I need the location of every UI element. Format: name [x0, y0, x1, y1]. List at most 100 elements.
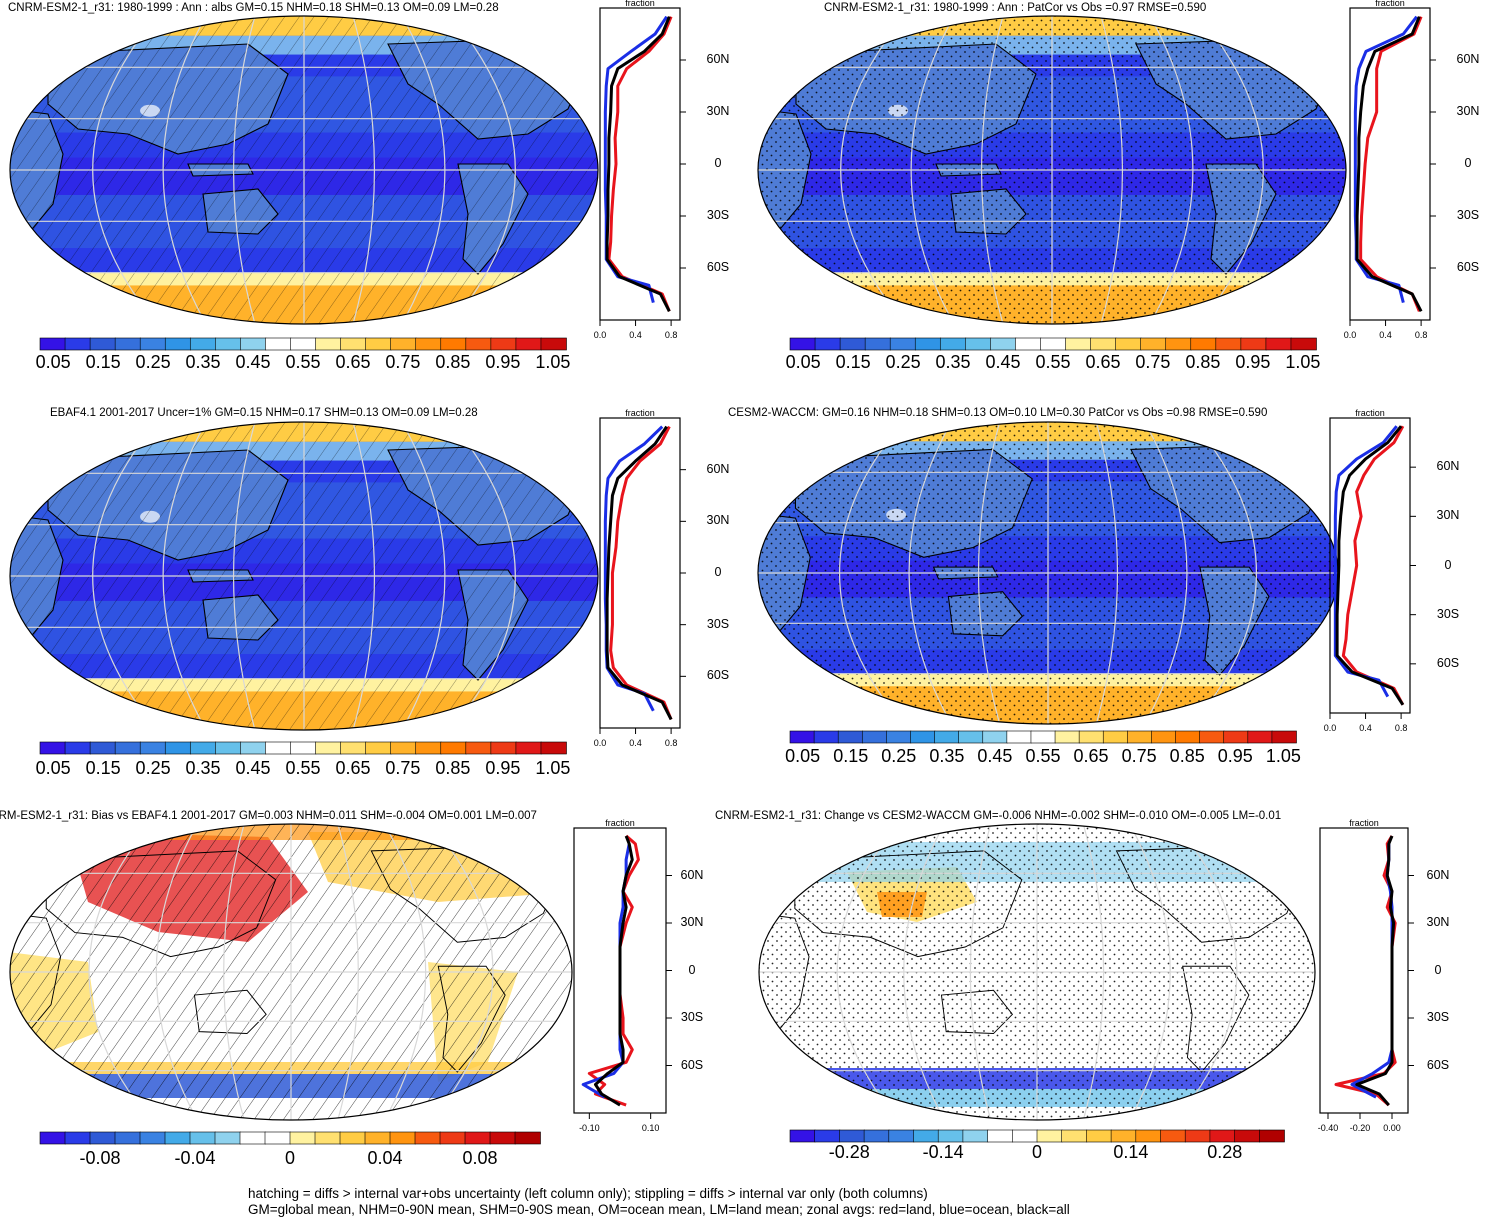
- lat-tick-label: 30N: [1426, 915, 1450, 929]
- series-ocean: [1353, 15, 1418, 304]
- zonal-frame: [1329, 417, 1411, 714]
- x-tick-label: 0.4: [629, 330, 642, 340]
- colorbar-tick-label: 0.14: [1113, 1142, 1149, 1162]
- zonal-mean-plot-6: fraction -0.40 -0.20 0.00: [1318, 818, 1414, 1133]
- x-tick-label: 0.0: [594, 738, 607, 748]
- colorbar-cell: [958, 730, 984, 744]
- colorbar-cell: [464, 1131, 491, 1145]
- colorbar-cell: [814, 1129, 841, 1143]
- meridian--2: [910, 16, 955, 324]
- colorbar-cell: [64, 1131, 91, 1145]
- lat-tick-label: 30N: [1436, 508, 1460, 523]
- series-land: [1341, 425, 1405, 706]
- x-tick-label: 0.0: [1324, 723, 1337, 733]
- colorbar-cell: [962, 1129, 989, 1143]
- change-map: [758, 823, 1316, 1121]
- colorbar-cell: [1175, 730, 1201, 744]
- colorbar-tick-label: 0.25: [881, 746, 917, 766]
- panel-title-4: CESM2-WACCM: GM=0.16 NHM=0.18 SHM=0.13 O…: [728, 407, 1268, 419]
- meridian-1: [337, 824, 359, 1120]
- colorbar-cell: [540, 337, 567, 351]
- lat-tick-label: 60N: [706, 52, 730, 66]
- colorbar-cell: [39, 741, 66, 755]
- colorbar-tick-label: 0.45: [977, 746, 1013, 766]
- lat-tick-label: 0: [714, 156, 722, 170]
- colorbar-cell: [1036, 1129, 1063, 1143]
- colorbar-cell: [1054, 730, 1080, 744]
- meridian-3: [1192, 422, 1258, 724]
- map-outline: [9, 15, 599, 325]
- x-tick-label: 0.8: [665, 738, 678, 748]
- zonal-axis-label: fraction: [605, 818, 635, 828]
- colorbar-cell: [315, 741, 342, 755]
- meridian--3: [92, 422, 158, 730]
- map-field: [10, 824, 572, 1120]
- meridian-1: [352, 16, 376, 324]
- colorbar-4: [789, 730, 1297, 744]
- colorbar-cell: [789, 1129, 816, 1143]
- colorbar-cell: [439, 1131, 466, 1145]
- colorbar-cell: [814, 337, 841, 351]
- map-field: [758, 16, 1346, 324]
- colorbar-cell: [1140, 337, 1167, 351]
- series-land: [609, 425, 673, 720]
- zonal-frame: [1319, 827, 1409, 1114]
- x-tick-label: -0.20: [1350, 1123, 1371, 1133]
- panel-title-1: CNRM-ESM2-1_r31: 1980-1999 : Ann : albs …: [8, 2, 499, 14]
- colorbar-tick-label: 0.08: [462, 1148, 498, 1168]
- zonal-axis-label: fraction: [625, 408, 655, 418]
- colorbar-tick-label: 0.75: [1135, 352, 1171, 372]
- colorbar-cell: [982, 730, 1008, 744]
- lat-tick-label: 0: [714, 565, 722, 579]
- colorbar-cell: [515, 741, 542, 755]
- colorbar-tick-label: 0.85: [1169, 746, 1205, 766]
- colorbar-cell: [1234, 1129, 1261, 1143]
- colorbar-cell: [214, 1131, 241, 1145]
- colorbar-tick-label: 0.35: [929, 746, 965, 766]
- colorbar-tick-label: 1.05: [1265, 746, 1301, 766]
- series-land: [607, 16, 673, 312]
- colorbar-cell: [910, 730, 936, 744]
- meridian-2: [401, 16, 446, 324]
- colorbar-cell: [39, 337, 66, 351]
- colorbar-tick-label: 0.75: [385, 352, 421, 372]
- meridian-3: [1175, 824, 1238, 1120]
- lat-tick-label: 60S: [706, 260, 730, 274]
- meridian-1: [1082, 824, 1105, 1120]
- x-tick-label: 0.4: [1359, 723, 1372, 733]
- colorbar-cell: [240, 741, 267, 755]
- series-all: [593, 835, 634, 1107]
- colorbar-cell: [863, 1129, 890, 1143]
- series-land: [1359, 16, 1423, 312]
- x-tick-label: 0.8: [665, 330, 678, 340]
- lat-tick-label: 30S: [680, 1010, 704, 1024]
- lat-tick-label: 60S: [680, 1057, 704, 1072]
- colorbar-cell: [340, 741, 367, 755]
- colorbar-cell: [339, 1131, 366, 1145]
- meridian-2: [1144, 422, 1188, 724]
- colorbar-cell: [365, 337, 392, 351]
- colorbar-cell: [1086, 1129, 1112, 1143]
- lat-tick-label: 0: [1464, 156, 1472, 170]
- colorbar-cell: [1090, 337, 1117, 351]
- lat-tick-label: 30S: [1426, 1010, 1450, 1024]
- lat-tick-label: 30S: [1436, 606, 1460, 621]
- meridian--1: [223, 824, 245, 1120]
- lat-tick-label: 60N: [1426, 867, 1450, 882]
- colorbar-cell: [1290, 337, 1317, 351]
- colorbar-cell: [1040, 337, 1067, 351]
- colorbar-cell: [934, 730, 960, 744]
- colorbar-cell: [839, 337, 866, 351]
- colorbar-cell: [939, 337, 967, 351]
- colorbar-cell: [290, 741, 317, 755]
- lat-tick-label: 60S: [1426, 1057, 1450, 1072]
- meridian-3: [1198, 16, 1264, 324]
- colorbar-tick-label: 1.05: [1285, 352, 1321, 372]
- colorbar-tick-label: 0.55: [285, 758, 321, 778]
- colorbar-tick-label: 1.05: [535, 758, 571, 778]
- zonal-mean-plot-2: fraction 0.0 0.4 0.8: [1344, 0, 1436, 340]
- colorbar-cell: [290, 337, 317, 351]
- panel-title-6: CNRM-ESM2-1_r31: Change vs CESM2-WACCM G…: [715, 810, 1282, 822]
- albedo-map-cesm2: [757, 421, 1339, 725]
- meridian-3: [431, 824, 494, 1120]
